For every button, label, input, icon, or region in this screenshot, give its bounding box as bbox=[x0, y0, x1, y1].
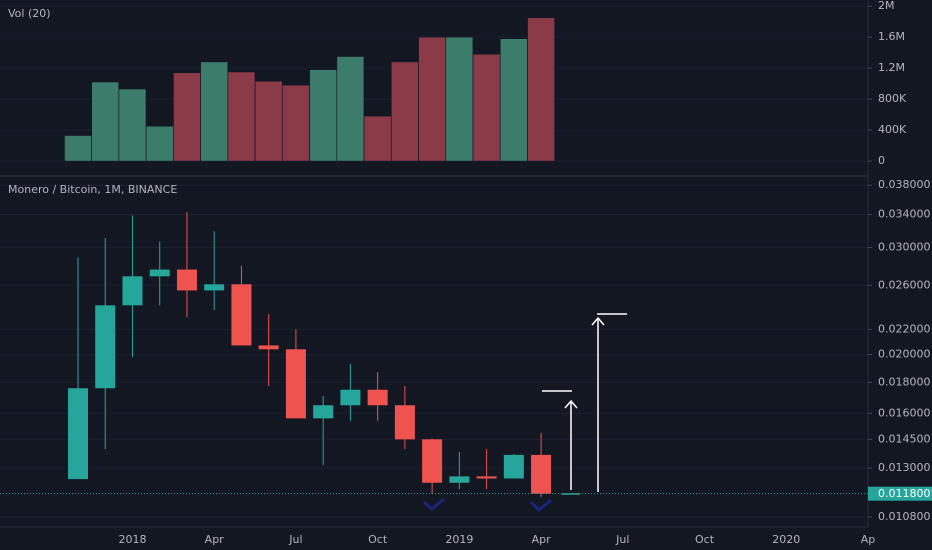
candle-body bbox=[204, 284, 225, 291]
candle-body bbox=[476, 476, 497, 479]
candle-body bbox=[340, 389, 361, 406]
volume-bar bbox=[91, 81, 119, 162]
y-tick-label: 0.038000 bbox=[878, 178, 931, 191]
candle-body bbox=[258, 345, 279, 350]
volume-bar bbox=[227, 71, 256, 162]
check-mark bbox=[423, 497, 445, 511]
volume-bar bbox=[527, 17, 555, 162]
candle-body bbox=[313, 405, 334, 419]
y-tick-label: 0.034000 bbox=[878, 208, 931, 221]
candle-body bbox=[394, 405, 415, 440]
y-tick-label: 1.2M bbox=[878, 61, 905, 74]
volume-bar bbox=[472, 53, 501, 162]
marks bbox=[0, 17, 868, 498]
volume-bar bbox=[418, 36, 446, 162]
x-tick-label: Oct bbox=[368, 533, 388, 546]
volume-bar bbox=[145, 125, 174, 162]
y-tick-label: 0.022000 bbox=[878, 322, 931, 335]
volume-bar bbox=[118, 88, 147, 162]
volume-bar bbox=[363, 115, 392, 162]
x-tick-label: 2020 bbox=[772, 533, 800, 546]
y-tick-label: 0.026000 bbox=[878, 278, 931, 291]
x-tick-label: 2019 bbox=[445, 533, 473, 546]
y-tick-label: 2M bbox=[878, 0, 895, 12]
volume-bar bbox=[173, 72, 201, 162]
candle-body bbox=[122, 276, 143, 306]
candle-body bbox=[149, 269, 170, 277]
y-tick-label: 400K bbox=[878, 123, 907, 136]
volume-bar bbox=[391, 61, 419, 162]
candle-body bbox=[367, 389, 388, 406]
volume-bar bbox=[445, 36, 474, 162]
x-tick-label: Oct bbox=[695, 533, 715, 546]
check-mark bbox=[529, 498, 552, 513]
y-tick-label: 800K bbox=[878, 92, 907, 105]
y-tick-label: 0.013000 bbox=[878, 461, 931, 474]
candle-body bbox=[285, 349, 306, 419]
volume-title: Vol (20) bbox=[8, 7, 51, 20]
last-price-box bbox=[868, 486, 932, 501]
candle-body bbox=[68, 388, 88, 480]
drawings bbox=[423, 313, 627, 513]
candle-body bbox=[95, 305, 116, 389]
volume-bar bbox=[500, 38, 528, 162]
y-tick-label: 0.030000 bbox=[878, 241, 931, 254]
arrow-head bbox=[564, 399, 578, 409]
y-tick-label: 0.016000 bbox=[878, 406, 931, 419]
y-tick-label: 0 bbox=[878, 154, 885, 167]
axes: 0 400K 800K 1.2M 1.6M 2M 0.010800 0.013000 0.014… bbox=[118, 0, 932, 546]
candle-body bbox=[176, 269, 197, 291]
candle-body bbox=[531, 454, 552, 494]
candle-body bbox=[231, 284, 252, 346]
x-tick-label: Jul bbox=[615, 533, 629, 546]
volume-bar bbox=[64, 135, 92, 162]
volume-bar bbox=[200, 61, 228, 162]
y-tick-label: 0.014500 bbox=[878, 432, 931, 445]
y-tick-label: 0.020000 bbox=[878, 348, 931, 361]
candle-body bbox=[449, 476, 470, 483]
x-tick-label: Apr bbox=[205, 533, 225, 546]
volume-bar bbox=[336, 56, 365, 162]
volume-bar bbox=[254, 81, 283, 162]
y-tick-label: 0.018000 bbox=[878, 375, 931, 388]
volume-bar bbox=[309, 69, 337, 162]
last-price-label: 0.011800 bbox=[878, 487, 931, 500]
chart-title: Monero / Bitcoin, 1M, BINANCE bbox=[8, 183, 177, 196]
x-tick-label: Jul bbox=[288, 533, 302, 546]
x-tick-label: Apr bbox=[532, 533, 552, 546]
arrow-head bbox=[591, 316, 605, 326]
x-tick-label: Ap bbox=[861, 533, 876, 546]
y-tick-label: 1.6M bbox=[878, 30, 905, 43]
x-tick-label: 2018 bbox=[118, 533, 146, 546]
candle-body bbox=[503, 454, 524, 479]
candle-body bbox=[422, 439, 443, 483]
y-tick-label: 0.010800 bbox=[878, 510, 931, 523]
volume-bar bbox=[282, 84, 310, 162]
